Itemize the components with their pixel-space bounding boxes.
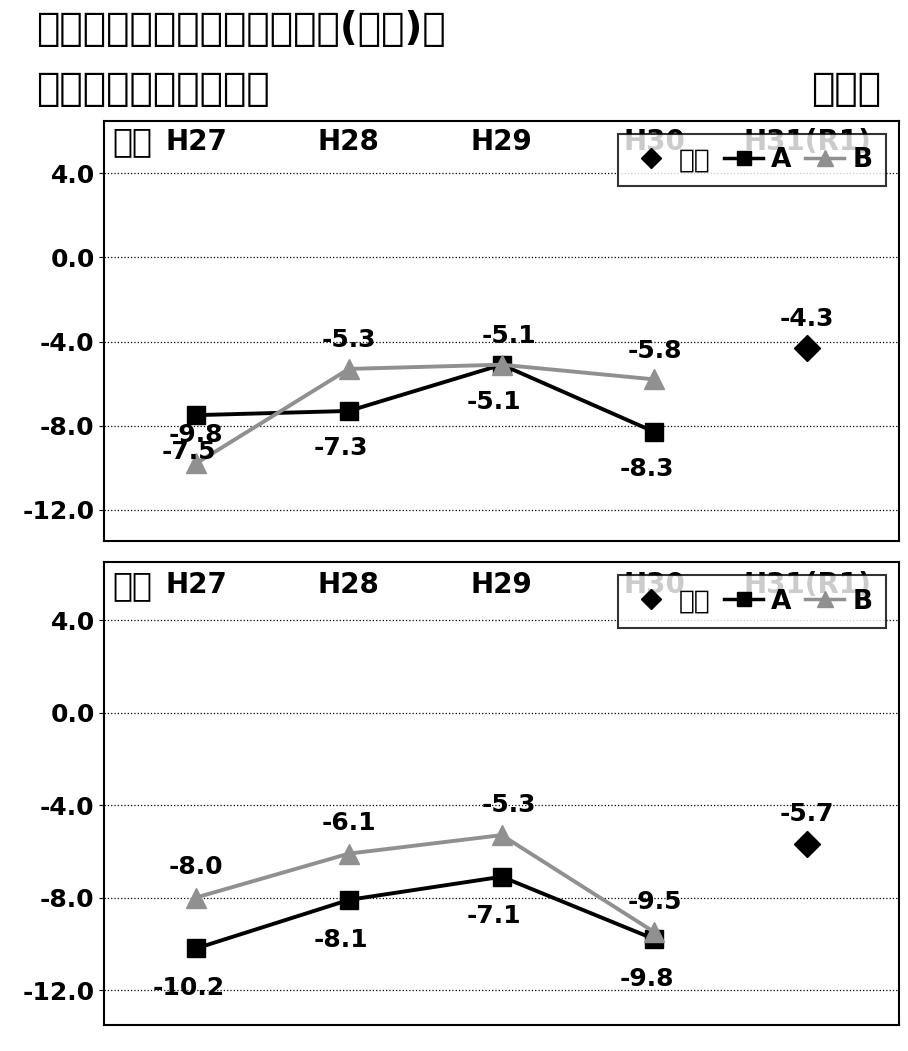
Text: H31(R1): H31(R1) <box>744 572 871 599</box>
Text: -5.7: -5.7 <box>780 802 834 826</box>
Text: H29: H29 <box>470 572 533 599</box>
Text: -5.1: -5.1 <box>482 324 537 348</box>
Text: -9.5: -9.5 <box>627 890 682 913</box>
Text: H30: H30 <box>624 128 686 156</box>
Text: 算数: 算数 <box>112 569 152 602</box>
Text: -6.1: -6.1 <box>321 811 376 836</box>
Text: -7.3: -7.3 <box>314 436 369 460</box>
Text: H29: H29 <box>470 128 533 156</box>
Text: -4.3: -4.3 <box>780 307 834 331</box>
Text: 小学校: 小学校 <box>811 70 881 108</box>
Text: -5.8: -5.8 <box>627 338 682 363</box>
Text: 平均正答率の経年変化: 平均正答率の経年変化 <box>36 70 270 108</box>
Text: H30: H30 <box>624 572 686 599</box>
Text: 国語: 国語 <box>112 125 152 159</box>
Text: -7.1: -7.1 <box>467 905 521 928</box>
Text: 日高管内の平均正答率－全国(公立)の: 日高管内の平均正答率－全国(公立)の <box>36 9 446 47</box>
Text: -10.2: -10.2 <box>153 976 224 1001</box>
Text: -5.1: -5.1 <box>467 390 521 414</box>
Text: -7.5: -7.5 <box>162 440 216 465</box>
Text: H27: H27 <box>165 128 227 156</box>
Text: H31(R1): H31(R1) <box>744 128 871 156</box>
Text: -9.8: -9.8 <box>169 423 223 447</box>
Text: -8.1: -8.1 <box>314 928 369 951</box>
Legend: 算数, A, B: 算数, A, B <box>618 576 885 627</box>
Text: -8.0: -8.0 <box>169 856 223 879</box>
Text: -5.3: -5.3 <box>482 792 537 817</box>
Legend: 国語, A, B: 国語, A, B <box>618 135 885 186</box>
Text: H28: H28 <box>318 128 380 156</box>
Text: H27: H27 <box>165 572 227 599</box>
Text: -5.3: -5.3 <box>321 328 376 352</box>
Text: -8.3: -8.3 <box>619 457 674 481</box>
Text: H28: H28 <box>318 572 380 599</box>
Text: -9.8: -9.8 <box>619 967 674 991</box>
